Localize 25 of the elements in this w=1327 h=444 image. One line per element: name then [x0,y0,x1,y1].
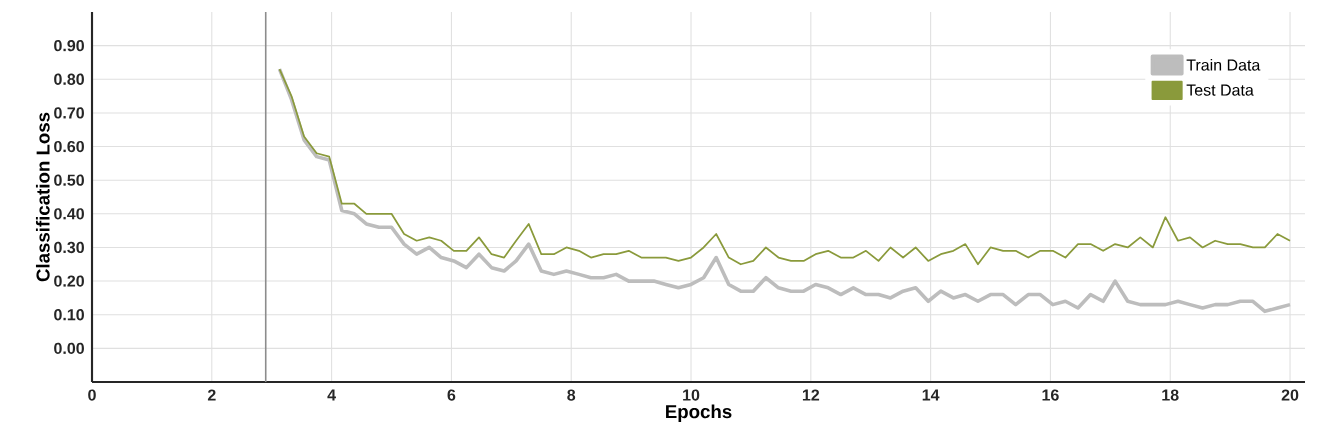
x-tick-label: 18 [1162,389,1179,401]
x-tick-label: 4 [327,389,336,401]
x-tick-label: 14 [922,389,940,401]
y-tick-label: 0.20 [54,275,84,287]
x-tick-label: 16 [1042,389,1059,401]
x-tick-label: 12 [802,389,820,401]
x-tick-label: 20 [1281,389,1299,401]
legend-label: Test Data [1186,84,1254,96]
y-tick-label: 0.40 [54,208,84,220]
y-tick-label: 0.70 [54,107,84,119]
y-axis-title: Classification Loss [35,112,50,282]
y-tick-label: 0.00 [54,342,84,355]
y-tick-label: 0.90 [54,39,84,52]
x-tick-label: 0 [88,389,96,401]
y-tick-label: 0.80 [54,73,84,85]
y-tick-label: 0.30 [54,241,84,254]
x-tick-label: 10 [683,389,700,401]
y-tick-label: 0.50 [54,174,84,186]
x-tick-label: 8 [567,389,576,401]
legend-label: Train Data [1186,58,1261,71]
x-tick-label: 2 [207,389,216,401]
y-tick-label: 0.10 [54,309,84,321]
y-tick-label: 0.60 [54,140,84,153]
x-tick-label: 6 [447,389,456,401]
x-axis-title: Epochs [666,404,732,422]
